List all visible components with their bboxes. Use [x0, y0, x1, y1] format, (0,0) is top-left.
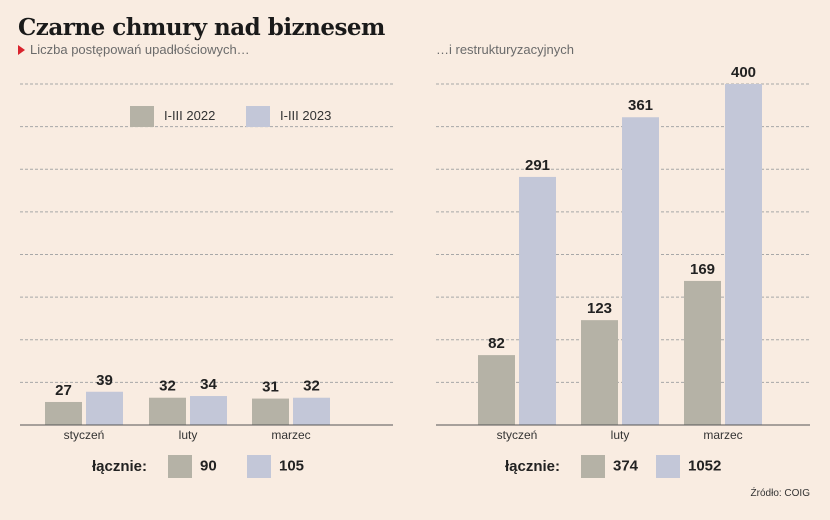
category-label: marzec [703, 428, 742, 442]
total-value-2022-restructuring: 374 [613, 457, 639, 475]
legend-label-2022: I-III 2022 [164, 107, 216, 123]
total-value-2023-bankruptcy: 105 [279, 457, 305, 475]
data-label: 361 [628, 97, 653, 114]
bar [149, 397, 186, 425]
data-label: 32 [159, 378, 176, 395]
bar [684, 280, 721, 425]
bar [581, 320, 618, 425]
bar [293, 397, 330, 425]
total-swatch-2023 [247, 455, 271, 478]
category-label: luty [611, 428, 630, 442]
bar [725, 84, 762, 425]
totals-label-left: łącznie: [92, 458, 148, 475]
category-label: luty [179, 428, 198, 442]
data-label: 31 [262, 379, 279, 396]
data-label: 39 [96, 372, 113, 389]
source-note: Źródło: COIG [750, 488, 810, 499]
bar [478, 355, 515, 425]
data-label: 123 [587, 300, 612, 317]
legend-item-2022: I-III 2022 [130, 106, 215, 127]
total-value-2022-bankruptcy: 90 [200, 457, 217, 475]
legend-swatch-2022 [130, 106, 154, 127]
data-label: 27 [55, 382, 72, 399]
bar [252, 398, 289, 425]
triangle-marker-icon [18, 45, 25, 55]
bar [190, 396, 227, 425]
total-swatch-2023-right [656, 455, 680, 478]
data-label: 291 [525, 157, 550, 174]
bar [86, 391, 123, 425]
legend-swatch-2023 [246, 106, 270, 127]
subtitle-bankruptcy-text: Liczba postępowań upadłościowych… [30, 42, 250, 57]
total-2022-bankruptcy: 90 [168, 455, 217, 478]
total-swatch-2022-right [581, 455, 605, 478]
chart-title: Czarne chmury nad biznesem [18, 14, 385, 41]
data-label: 32 [303, 378, 320, 395]
total-swatch-2022 [168, 455, 192, 478]
bar [45, 401, 82, 425]
bar [622, 117, 659, 425]
legend-label-2023: I-III 2023 [280, 107, 332, 123]
data-label: 34 [200, 376, 217, 393]
total-2022-restructuring: 374 [581, 455, 638, 478]
category-label: marzec [271, 428, 310, 442]
category-label: styczeń [497, 428, 538, 442]
bar [519, 176, 556, 425]
subtitle-bankruptcy: Liczba postępowań upadłościowych… [18, 42, 250, 57]
total-2023-restructuring: 1052 [656, 455, 721, 478]
totals-label-right: łącznie: [505, 458, 561, 475]
data-label: 82 [488, 335, 505, 352]
data-label: 169 [690, 261, 715, 278]
category-label: styczeń [64, 428, 105, 442]
legend-item-2023: I-III 2023 [246, 106, 331, 127]
data-label: 400 [731, 64, 756, 81]
total-value-2023-restructuring: 1052 [688, 457, 722, 475]
total-2023-bankruptcy: 105 [247, 455, 304, 478]
subtitle-restructuring: …i restrukturyzacyjnych [436, 42, 574, 57]
